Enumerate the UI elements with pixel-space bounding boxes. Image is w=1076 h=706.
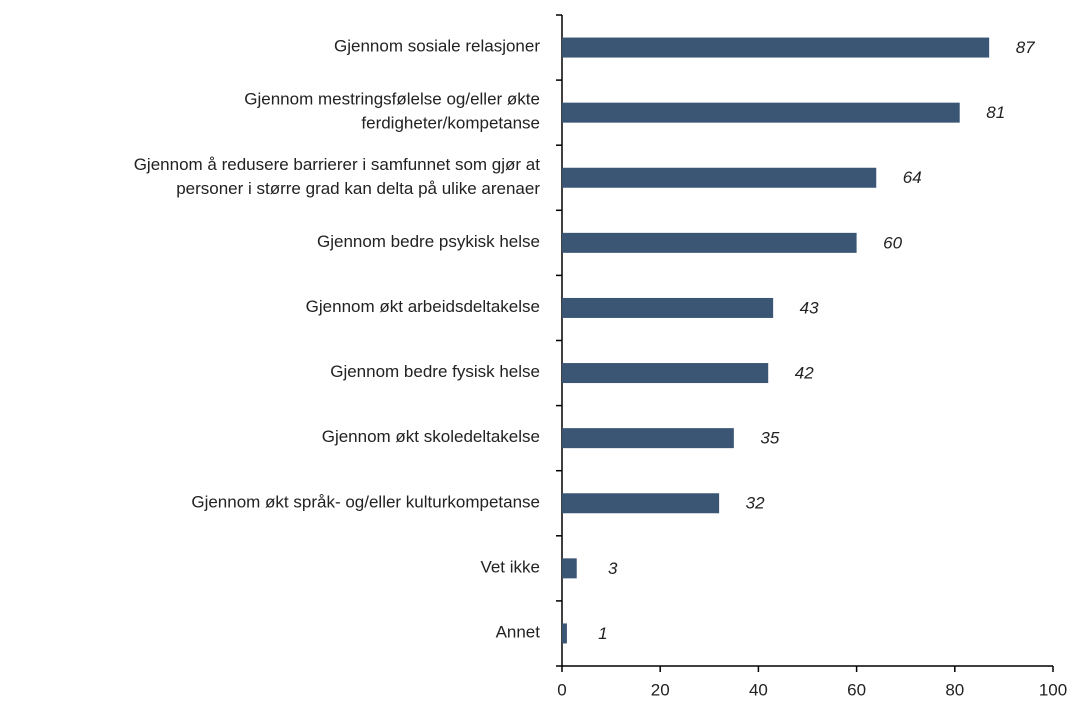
y-tick-label: Annet: [496, 623, 541, 642]
x-tick-label: 80: [945, 680, 964, 699]
y-tick-label: Vet ikke: [480, 558, 540, 577]
bar: [562, 102, 960, 123]
bar: [562, 363, 769, 384]
x-tick-label: 100: [1039, 680, 1067, 699]
value-label: 43: [800, 298, 819, 317]
bar: [562, 493, 720, 514]
bar: [562, 428, 734, 449]
x-tick-label: 0: [557, 680, 566, 699]
x-tick-label: 60: [847, 680, 866, 699]
y-tick-label: Gjennom bedre psykisk helse: [317, 232, 540, 251]
bar: [562, 558, 577, 579]
value-label: 64: [903, 168, 922, 187]
value-label: 3: [608, 559, 618, 578]
y-tick-label: Gjennom økt arbeidsdeltakelse: [306, 297, 540, 316]
bar: [562, 623, 567, 644]
y-tick-label: Gjennom økt skoledeltakelse: [322, 428, 540, 447]
bar: [562, 167, 877, 188]
value-label: 60: [883, 233, 902, 252]
value-label: 81: [986, 103, 1005, 122]
bar: [562, 297, 774, 318]
value-label: 1: [598, 624, 607, 643]
y-tick-label: Gjennom sosiale relasjoner: [334, 37, 540, 56]
x-tick-label: 40: [749, 680, 768, 699]
value-label: 42: [795, 364, 814, 383]
bar: [562, 232, 857, 253]
y-tick-label: Gjennom mestringsfølelse og/eller økte fe…: [244, 90, 540, 133]
y-tick-label: Gjennom bedre fysisk helse: [330, 363, 540, 382]
x-tick-label: 20: [651, 680, 670, 699]
bar: [562, 37, 990, 58]
value-label: 35: [760, 429, 779, 448]
y-tick-label: Gjennom å redusere barrierer i samfunnet…: [134, 155, 541, 198]
value-label: 87: [1016, 38, 1035, 57]
value-label: 32: [746, 494, 765, 513]
y-tick-label: Gjennom økt språk- og/eller kulturkompet…: [191, 493, 540, 512]
